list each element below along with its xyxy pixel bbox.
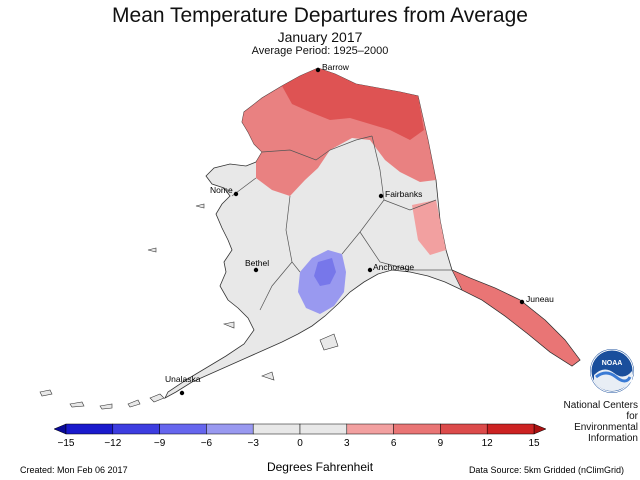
city-unalaska: Unalaska: [165, 374, 201, 396]
climate-division-lines: [231, 135, 452, 311]
aleutian-islands: [39, 203, 339, 410]
city-juneau: Juneau: [519, 294, 554, 305]
ncei-line-2: Environmental: [574, 422, 638, 433]
legend-tick-label: −9: [154, 438, 166, 449]
city-anchorage: Anchorage: [367, 262, 414, 273]
average-period: Average Period: 1925–2000: [251, 45, 389, 57]
city-fairbanks: Fairbanks: [378, 189, 422, 199]
legend-tick-label: 9: [438, 438, 444, 449]
legend-label: Degrees Fahrenheit: [266, 460, 374, 474]
noaa-logo: NOAA: [590, 349, 634, 393]
legend-swatch: [346, 423, 394, 435]
created-date: Created: Mon Feb 06 2017: [20, 465, 128, 475]
legend-swatch: [112, 423, 160, 435]
city-bethel: Bethel: [245, 258, 269, 273]
legend-swatch: [252, 423, 301, 435]
legend-tick-label: −6: [201, 438, 213, 449]
alaska-map: Barrow Nome Fairbanks Bethel Anchorage J…: [39, 62, 581, 410]
legend-tick-label: 15: [528, 438, 540, 449]
legend-tick-label: −12: [104, 438, 121, 449]
legend-arrow-low: [53, 423, 67, 435]
legend-tick-label: −15: [58, 438, 75, 449]
legend-swatch: [159, 423, 207, 435]
warm-region-east: [412, 200, 446, 255]
svg-text:Nome: Nome: [210, 185, 233, 195]
svg-text:Unalaska: Unalaska: [165, 374, 201, 384]
legend-tick-label: 6: [391, 438, 397, 449]
legend-tick-label: 12: [482, 438, 494, 449]
ncei-name: National Centers for Environmental Infor…: [560, 400, 638, 444]
legend-swatch: [206, 423, 254, 435]
legend-tick-label: 0: [297, 438, 303, 449]
map-title: Mean Temperature Departures from Average: [112, 4, 528, 27]
ncei-line-3: Information: [587, 433, 638, 444]
legend-arrow-high: [533, 423, 547, 435]
map-subtitle: January 2017: [277, 29, 363, 45]
color-scale-legend: −15 −12 −9 −6 −3 0 3 6 9 12 15: [53, 423, 547, 449]
legend-tick-label: 3: [344, 438, 350, 449]
svg-text:Anchorage: Anchorage: [373, 262, 414, 272]
legend-swatch: [440, 423, 488, 435]
city-nome: Nome: [210, 185, 239, 197]
legend-tick-label: −3: [247, 438, 259, 449]
colder-region-southcentral: [314, 258, 336, 286]
svg-text:Bethel: Bethel: [245, 258, 269, 268]
legend-swatch: [299, 423, 348, 435]
city-barrow: Barrow: [315, 62, 350, 73]
legend-swatch: [65, 423, 114, 435]
legend-swatch: [486, 423, 535, 435]
data-source: Data Source: 5km Gridded (nClimGrid): [468, 465, 624, 475]
warm-region-southeast: [451, 269, 581, 367]
hot-region-north: [282, 68, 424, 140]
svg-text:Barrow: Barrow: [322, 62, 350, 72]
svg-text:Juneau: Juneau: [526, 294, 554, 304]
ncei-line-1: National Centers for: [563, 400, 638, 422]
legend-swatch: [393, 423, 441, 435]
svg-text:Fairbanks: Fairbanks: [385, 189, 422, 199]
svg-text:NOAA: NOAA: [602, 360, 623, 367]
